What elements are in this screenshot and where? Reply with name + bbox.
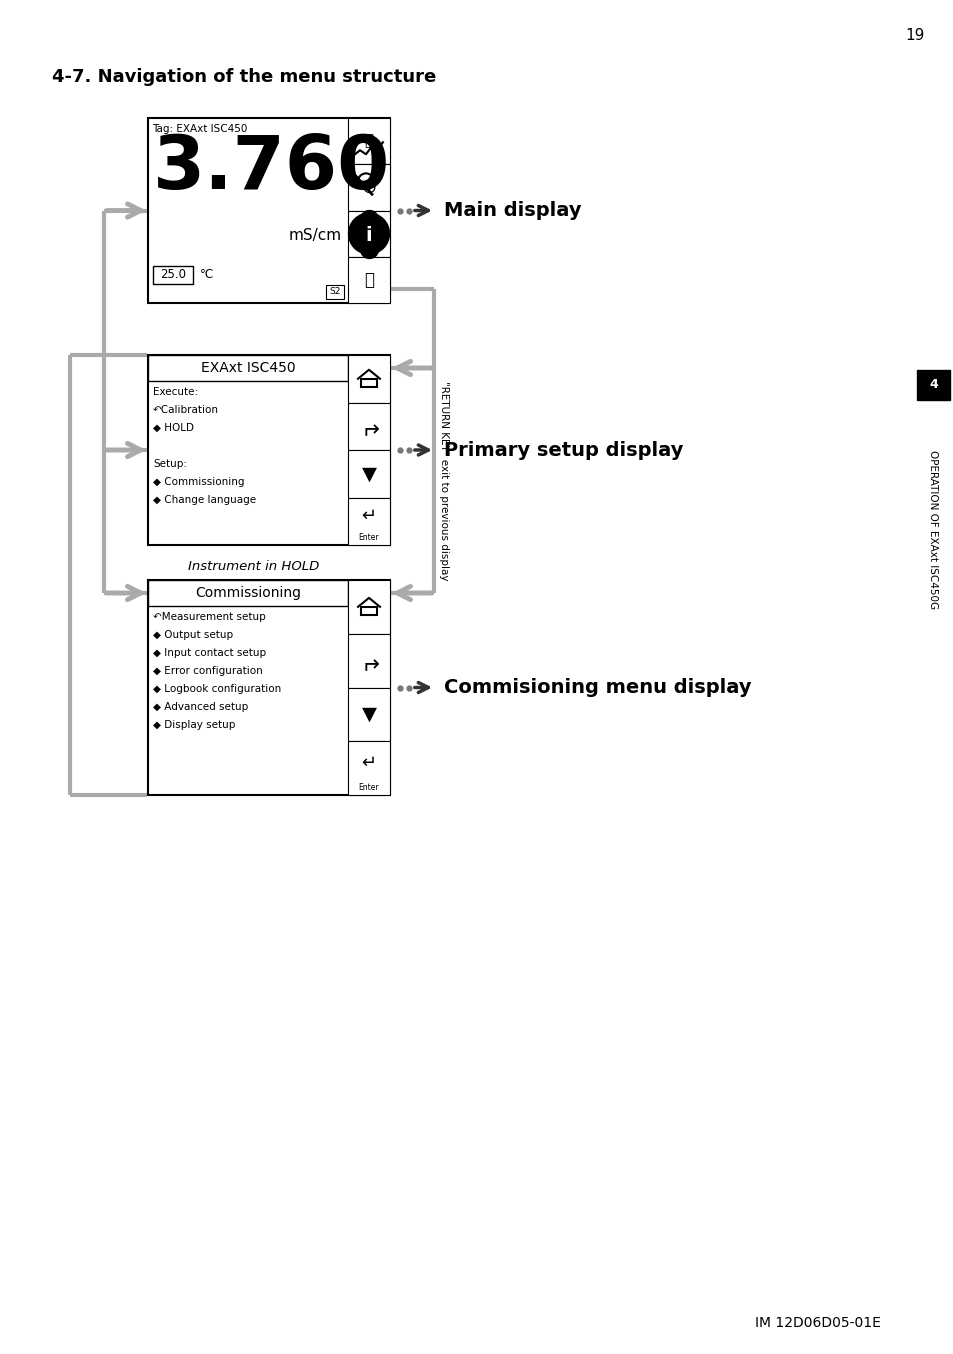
Text: ↵: ↵ xyxy=(361,508,376,525)
Bar xyxy=(348,688,390,741)
Text: °C: °C xyxy=(200,268,213,282)
Bar xyxy=(326,284,344,299)
Bar xyxy=(148,580,348,607)
Text: IM 12D06D05-01E: IM 12D06D05-01E xyxy=(754,1316,880,1330)
Text: ◆ Output setup: ◆ Output setup xyxy=(152,630,233,640)
Circle shape xyxy=(349,214,389,253)
Text: ◆ Commissioning: ◆ Commissioning xyxy=(152,477,244,487)
Bar xyxy=(348,450,390,497)
Text: S2: S2 xyxy=(329,287,340,297)
Text: Commisioning menu display: Commisioning menu display xyxy=(443,678,751,697)
Bar xyxy=(348,118,390,164)
Text: Commissioning: Commissioning xyxy=(194,586,301,600)
Text: Setup:: Setup: xyxy=(152,459,187,468)
Text: i: i xyxy=(365,226,372,245)
Text: EXAxt ISC450: EXAxt ISC450 xyxy=(200,362,295,375)
Text: ↶Measurement setup: ↶Measurement setup xyxy=(152,612,266,621)
Bar xyxy=(348,164,390,210)
Bar xyxy=(148,118,390,303)
Text: Primary setup display: Primary setup display xyxy=(443,440,682,459)
Text: 25.0: 25.0 xyxy=(160,268,186,282)
Text: ◆ Advanced setup: ◆ Advanced setup xyxy=(152,701,248,712)
Bar xyxy=(148,355,390,546)
Text: 4-7. Navigation of the menu structure: 4-7. Navigation of the menu structure xyxy=(52,68,436,87)
Text: "RETURN KEY" exit to previous display: "RETURN KEY" exit to previous display xyxy=(438,380,449,581)
Text: OPERATION OF EXAxt ISC450G: OPERATION OF EXAxt ISC450G xyxy=(927,451,937,609)
Text: ▼: ▼ xyxy=(361,705,376,724)
Text: Enter: Enter xyxy=(358,533,379,543)
Text: ◆ Input contact setup: ◆ Input contact setup xyxy=(152,649,266,658)
Text: ↵: ↵ xyxy=(361,754,376,772)
Bar xyxy=(360,379,376,387)
Text: ↶Calibration: ↶Calibration xyxy=(152,405,219,414)
Text: Main display: Main display xyxy=(443,200,581,219)
Text: ↵: ↵ xyxy=(359,416,378,436)
Text: ⊕: ⊕ xyxy=(361,179,376,196)
Bar xyxy=(152,265,193,284)
Bar xyxy=(148,355,348,380)
Bar xyxy=(348,257,390,303)
Text: 🔧: 🔧 xyxy=(364,271,374,288)
Bar xyxy=(348,741,390,795)
Bar xyxy=(348,402,390,450)
Text: ◆ Display setup: ◆ Display setup xyxy=(152,720,235,730)
Bar xyxy=(348,580,390,634)
Text: Execute:: Execute: xyxy=(152,387,198,397)
Text: 4: 4 xyxy=(928,379,937,391)
Bar xyxy=(148,580,390,795)
Bar xyxy=(348,497,390,546)
Text: Instrument in HOLD: Instrument in HOLD xyxy=(188,561,319,573)
Text: ◆ HOLD: ◆ HOLD xyxy=(152,422,193,433)
Text: Tag: EXAxt ISC450: Tag: EXAxt ISC450 xyxy=(152,125,247,134)
Bar xyxy=(916,370,949,399)
Text: Enter: Enter xyxy=(358,784,379,792)
Text: ▼: ▼ xyxy=(361,464,376,483)
Bar xyxy=(348,210,390,257)
Text: ↵: ↵ xyxy=(359,651,378,670)
Bar xyxy=(348,355,390,402)
Text: ◆ Error configuration: ◆ Error configuration xyxy=(152,666,262,676)
Bar xyxy=(348,634,390,688)
Text: ◆ Logbook configuration: ◆ Logbook configuration xyxy=(152,684,281,695)
Text: ◆ Change language: ◆ Change language xyxy=(152,496,255,505)
Text: 19: 19 xyxy=(904,28,923,43)
Text: 〜: 〜 xyxy=(364,134,374,149)
Text: 3.760: 3.760 xyxy=(152,131,390,204)
Bar xyxy=(360,607,376,615)
Text: mS/cm: mS/cm xyxy=(289,227,341,242)
